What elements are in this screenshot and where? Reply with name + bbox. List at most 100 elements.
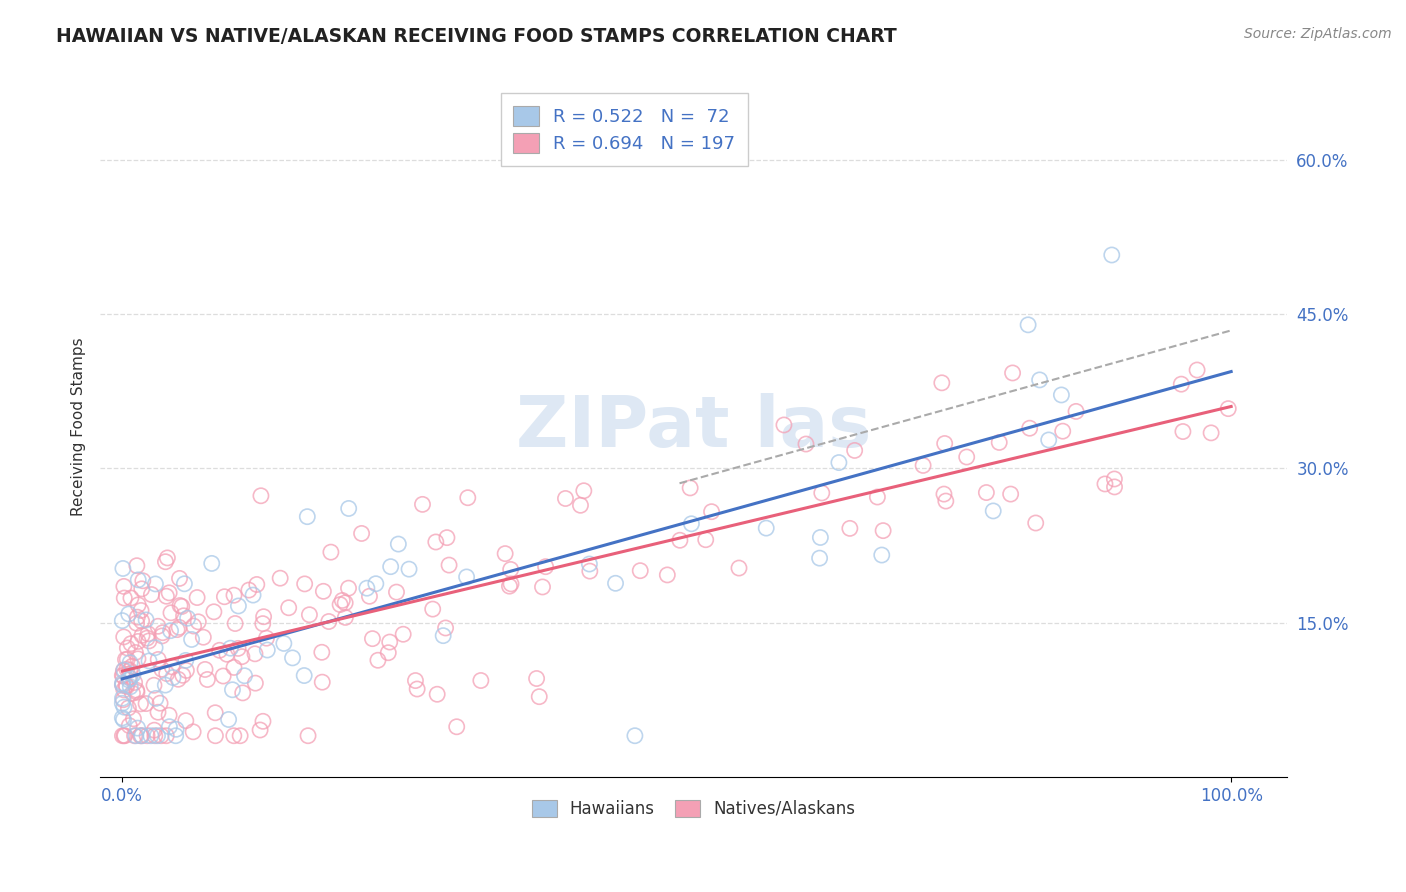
Point [425,535,447,549]
Point [176,664,198,678]
Point [193,630,215,644]
Point [112,729,135,743]
Point [224,616,246,631]
Point [111,676,134,690]
Point [125,685,148,699]
Point [155,678,177,692]
Point [181,724,204,739]
Point [112,692,135,706]
Point [197,673,219,687]
Point [125,729,148,743]
Point [222,729,245,743]
Point [870,548,893,562]
Point [232,686,254,700]
Point [124,729,146,743]
Point [872,524,894,538]
Y-axis label: Receiving Food Stamps: Receiving Food Stamps [72,338,86,516]
Point [112,682,135,697]
Point [318,615,340,629]
Point [131,729,153,743]
Point [176,611,198,625]
Point [808,531,831,545]
Point [935,494,957,508]
Point [174,653,197,667]
Point [246,577,269,591]
Point [118,670,141,684]
Point [166,623,188,637]
Point [273,636,295,650]
Point [657,568,679,582]
Point [572,483,595,498]
Point [844,443,866,458]
Point [624,729,647,743]
Point [143,678,166,692]
Point [337,581,360,595]
Point [157,708,180,723]
Point [1025,516,1047,530]
Point [131,582,153,596]
Point [136,627,159,641]
Point [426,687,449,701]
Point [131,628,153,642]
Point [115,680,138,694]
Point [981,504,1004,518]
Point [1018,421,1040,435]
Point [311,675,333,690]
Point [335,610,357,624]
Point [155,729,177,743]
Point [498,579,520,593]
Point [117,640,139,655]
Point [156,666,179,681]
Point [269,571,291,585]
Point [155,589,177,603]
Point [143,640,166,655]
Point [252,609,274,624]
Point [111,668,134,682]
Point [312,584,335,599]
Point [127,610,149,624]
Point [127,721,149,735]
Point [294,577,316,591]
Point [201,557,224,571]
Point [120,637,142,651]
Point [214,590,236,604]
Point [149,696,172,710]
Point [135,613,157,627]
Point [170,599,193,614]
Point [169,571,191,585]
Point [1170,377,1192,392]
Point [139,729,162,743]
Point [118,664,141,678]
Point [1101,248,1123,262]
Point [222,660,245,674]
Point [118,673,141,687]
Point [125,616,148,631]
Point [187,615,209,629]
Point [437,558,460,573]
Point [146,729,169,743]
Text: HAWAIIAN VS NATIVE/ALASKAN RECEIVING FOOD STAMPS CORRELATION CHART: HAWAIIAN VS NATIVE/ALASKAN RECEIVING FOO… [56,27,897,45]
Point [138,654,160,668]
Point [173,576,195,591]
Point [392,627,415,641]
Point [169,599,191,613]
Point [114,652,136,666]
Point [112,663,135,677]
Point [111,678,134,692]
Point [229,729,252,743]
Point [125,683,148,698]
Point [356,581,378,595]
Point [387,537,409,551]
Point [132,574,155,588]
Point [773,417,796,432]
Point [446,720,468,734]
Point [159,624,181,638]
Point [173,608,195,623]
Point [136,729,159,743]
Point [231,649,253,664]
Point [212,669,235,683]
Point [114,729,136,743]
Point [292,668,315,682]
Point [245,676,267,690]
Point [215,647,238,661]
